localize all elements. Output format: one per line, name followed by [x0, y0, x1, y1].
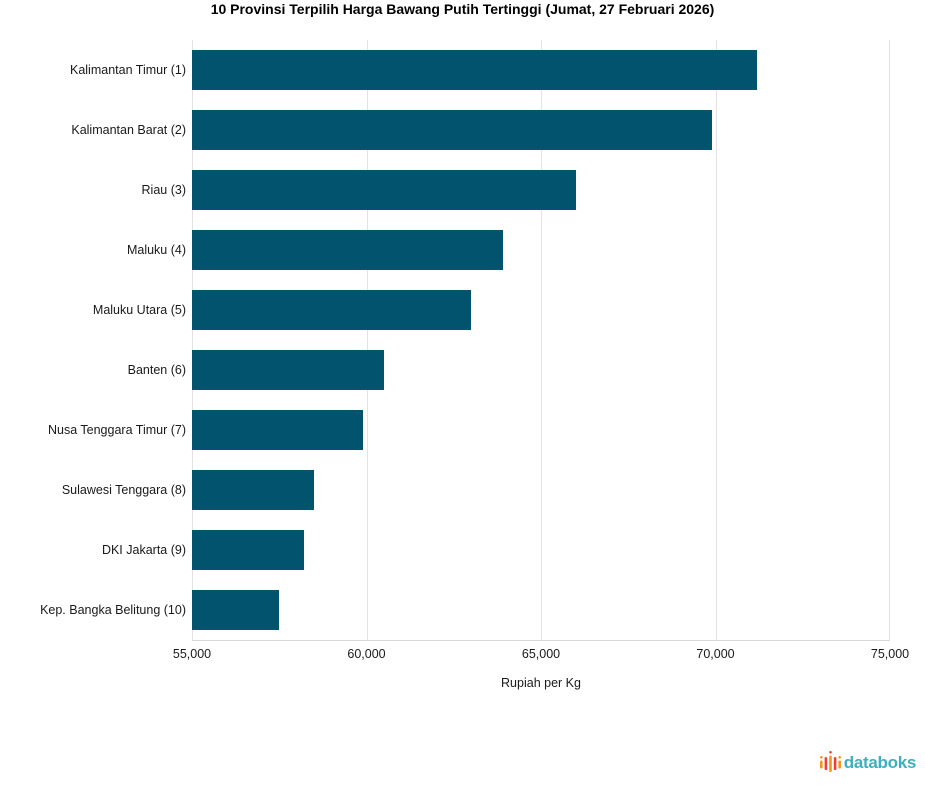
x-axis-ticks: 55,000 60,000 65,000 70,000 75,000 [173, 647, 909, 663]
bar-series [192, 40, 890, 641]
bar-row [192, 160, 890, 220]
bar-row [192, 220, 890, 280]
bar-row [192, 40, 890, 100]
bar-Nusa Tenggara Timur (7)[interactable] [192, 410, 363, 450]
category-label: Kalimantan Barat (2) [71, 123, 186, 137]
databoks-logo-icon [819, 751, 841, 772]
gridline [541, 40, 542, 640]
bar-row [192, 580, 890, 640]
x-tick-label: 65,000 [521, 647, 561, 661]
gridline [889, 40, 890, 640]
x-tick-label: 75,000 [870, 647, 910, 661]
gridline [192, 40, 193, 640]
category-label: Maluku (4) [126, 243, 186, 257]
bar-Maluku (4)[interactable] [192, 230, 503, 270]
y-axis-labels: Kalimantan Timur (1) Kalimantan Barat (2)… [0, 40, 186, 640]
bar-Kalimantan Timur (1)[interactable] [192, 50, 758, 90]
bar-Banten (6)[interactable] [192, 350, 384, 390]
category-label: Banten (6) [127, 363, 186, 377]
chart-title: 10 Provinsi Terpilih Harga Bawang Putih … [210, 1, 715, 17]
bar-Kalimantan Barat (2)[interactable] [192, 110, 712, 150]
bar-row [192, 520, 890, 580]
bar-DKI Jakarta (9)[interactable] [192, 530, 304, 570]
bar-Kep. Bangka Belitung (10)[interactable] [192, 590, 280, 630]
x-tick-label: 55,000 [172, 647, 212, 661]
category-label: Sulawesi Tenggara (8) [61, 483, 186, 497]
bar-row [192, 100, 890, 160]
x-tick-label: 60,000 [347, 647, 386, 661]
category-label: DKI Jakarta (9) [101, 543, 186, 557]
x-axis-line [192, 640, 890, 641]
bar-Maluku Utara (5)[interactable] [192, 290, 472, 330]
category-label: Maluku Utara (5) [92, 303, 186, 317]
gridline [715, 40, 717, 640]
gridline [366, 40, 368, 640]
category-label: Kep. Bangka Belitung (10) [40, 603, 186, 617]
bar-Riau (3)[interactable] [192, 170, 576, 210]
bar-row [192, 280, 890, 340]
category-label: Nusa Tenggara Timur (7) [47, 423, 186, 437]
databoks-logo: databoks [819, 751, 917, 774]
bar-row [192, 400, 890, 460]
bar-Sulawesi Tenggara (8)[interactable] [192, 470, 315, 510]
bar-row [192, 460, 890, 520]
databoks-logo-text: databoks [843, 752, 917, 772]
bar-row [192, 340, 890, 400]
category-label: Riau (3) [141, 183, 186, 197]
plot-area [192, 40, 890, 641]
category-label: Kalimantan Timur (1) [69, 63, 186, 77]
x-tick-label: 70,000 [696, 647, 735, 661]
x-axis-title: Rupiah per Kg [501, 676, 581, 690]
